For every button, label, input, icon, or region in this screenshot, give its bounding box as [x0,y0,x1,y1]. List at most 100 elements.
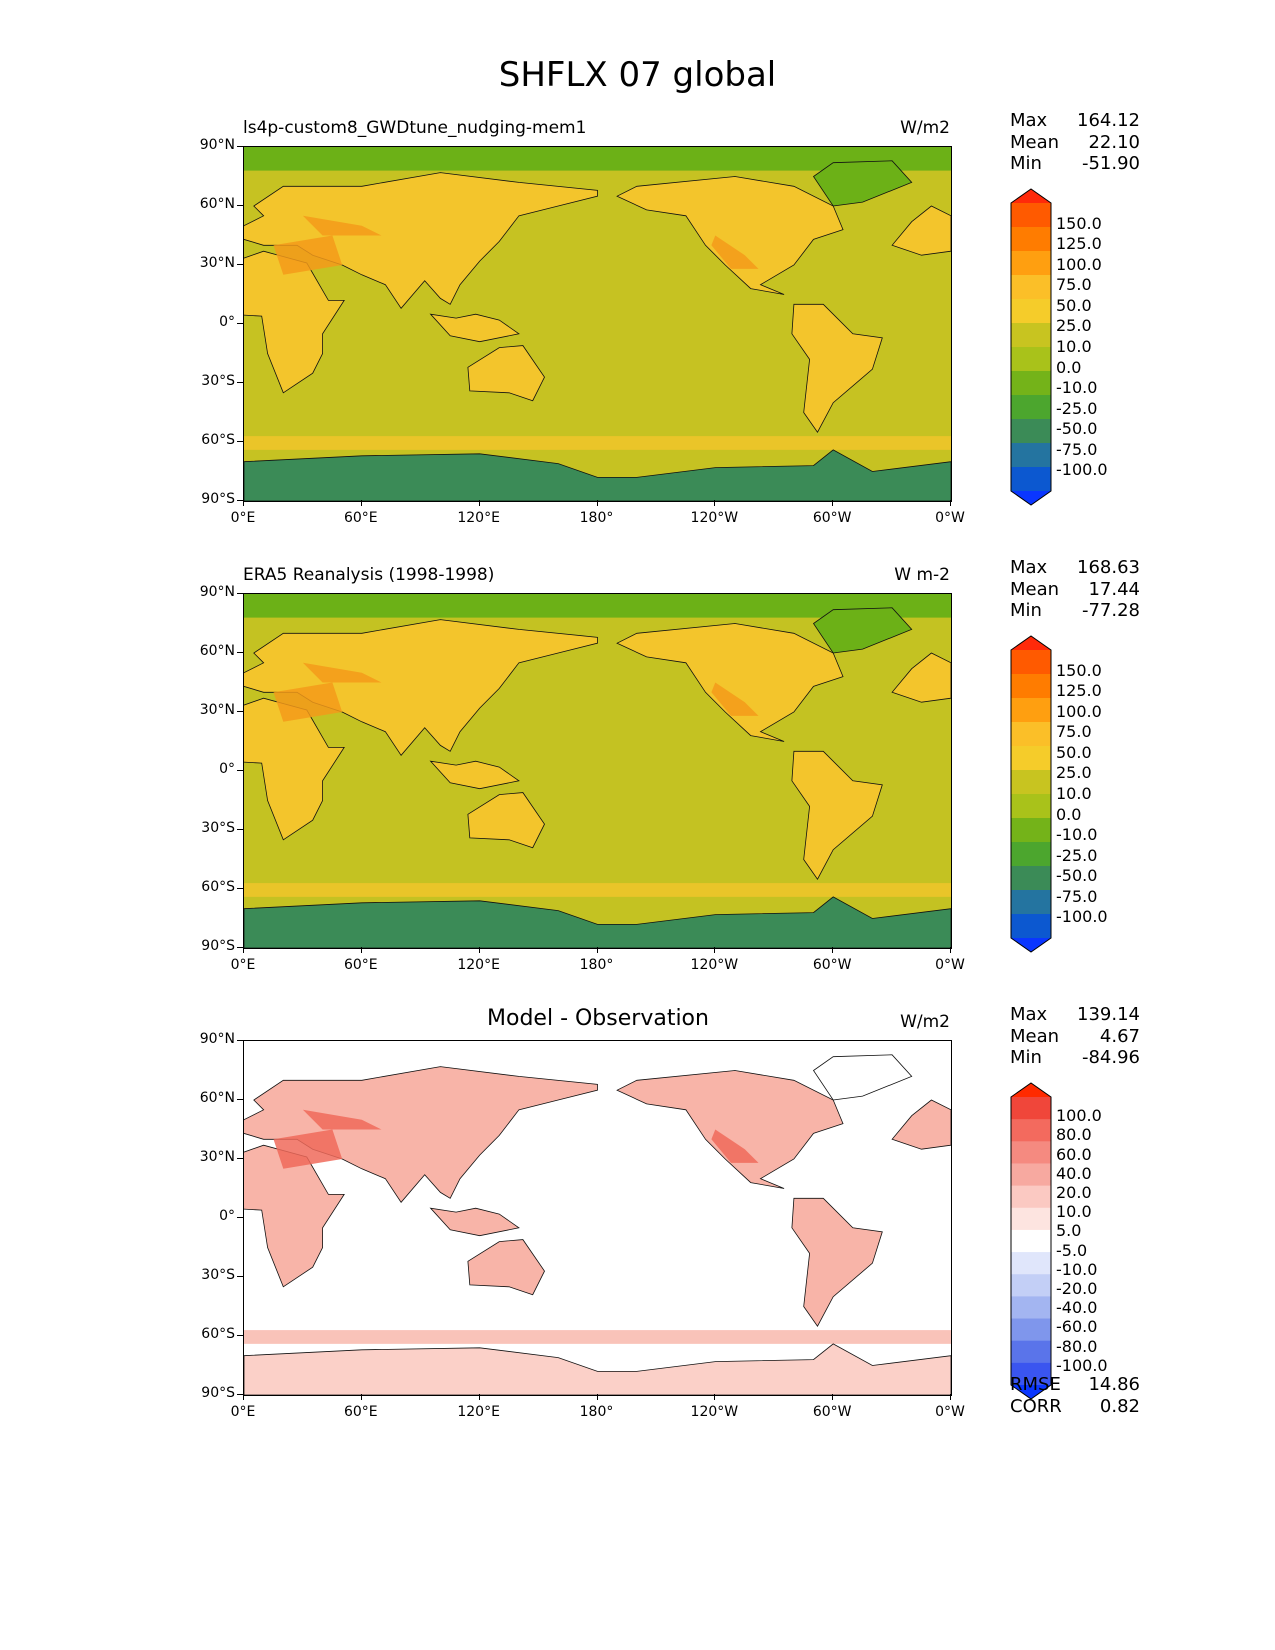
x-tick-mark [243,947,244,953]
x-tick-mark [832,500,834,506]
stat-label: CORR [1010,1395,1062,1417]
arctic-band [244,147,951,171]
stats-row: Max 164.12 [1010,110,1140,132]
map-panel [243,1040,952,1396]
colorbar-tick-label: -20.0 [1056,1279,1098,1298]
x-tick-mark [832,1394,834,1400]
x-tick-mark [714,500,716,506]
colorbar-tick-label: -25.0 [1056,845,1098,865]
colorbar-extend-bottom [1011,938,1051,952]
y-tick-label: 0° [219,314,235,330]
y-tick-mark [237,382,243,383]
y-tick-label: 90°N [199,584,235,600]
map-panel [243,146,952,502]
colorbar-tick-label: -100.0 [1056,460,1108,480]
x-tick-mark [478,500,480,506]
colorbar-tick-label: -25.0 [1056,398,1098,418]
y-tick-mark [237,205,243,206]
colorbar-segment [1011,395,1051,420]
y-tick-mark [237,1158,243,1159]
stat-value: 139.14 [1077,1004,1140,1025]
colorbar-extend-top [1011,636,1051,650]
stats-row: Min -51.90 [1010,153,1140,175]
x-tick-mark [478,947,480,953]
hotspot-region [302,1109,382,1130]
y-tick-mark [237,947,243,948]
colorbar-segment [1011,1163,1051,1187]
continent-indonesia [429,313,520,343]
colorbar-segment [1011,1119,1051,1142]
y-tick-label: 60°S [201,432,235,448]
colorbar-segment [1011,1340,1051,1364]
x-tick-mark [596,947,598,953]
x-tick-mark [596,1394,598,1400]
colorbar-extend-top [1011,189,1051,203]
colorbar-segment [1011,650,1051,675]
colorbar-segment [1011,1185,1051,1209]
x-tick-label: 180° [579,957,614,973]
panel-units: W/m2 [900,1012,950,1032]
colorbar-segment [1011,866,1051,891]
arctic-band [244,594,951,618]
colorbar-tick-label: 25.0 [1056,763,1092,783]
y-tick-label: 60°N [199,196,235,212]
y-tick-label: 0° [219,761,235,777]
stat-value: 168.63 [1077,557,1140,578]
y-tick-mark [237,500,243,501]
x-tick-label: 120°W [690,510,739,526]
continent-northAmerica [616,176,844,295]
continent-indonesia [429,760,520,790]
colorbar-tick-label: -50.0 [1056,419,1098,439]
y-tick-label: 90°N [199,137,235,153]
stat-label: Min [1010,600,1042,621]
colorbar-tick-label: 150.0 [1056,660,1102,680]
continent-indonesia [429,1207,520,1237]
colorbar-tick-label: -100.0 [1056,907,1108,927]
colorbar-tick-label: -10.0 [1056,1259,1098,1279]
stat-label: Mean [1010,131,1060,153]
colorbar-tick-label: 100.0 [1056,1106,1102,1126]
map-canvas [244,594,951,948]
x-tick-mark [714,1394,716,1400]
panel-units: W m-2 [894,565,950,585]
colorbar-tick-label: -100.0 [1056,1355,1108,1375]
y-tick-mark [237,829,243,830]
stat-label: Max [1010,110,1048,131]
stat-label: Min [1010,1047,1042,1068]
x-tick-label: 0°E [230,957,256,973]
x-tick-label: 0°W [935,510,965,526]
stat-value: 0.82 [1099,1395,1140,1417]
hotspot-region [711,682,759,716]
colorbar-tick-label: 5.0 [1056,1221,1082,1241]
colorbar-tick-label: 20.0 [1056,1183,1092,1202]
stats-row: CORR 0.82 [1010,1396,1140,1418]
colorbar-tick-label: 10.0 [1056,784,1092,803]
colorbar-segment [1011,371,1051,396]
continent-europeAsia [244,619,598,756]
x-tick-mark [360,500,362,506]
stats-row: Mean 22.10 [1010,132,1140,154]
stat-value: -77.28 [1081,600,1140,621]
y-tick-label: 90°S [201,938,235,954]
x-tick-mark [950,947,951,953]
continent-southAmerica [791,303,883,433]
continent-europeEast [891,205,951,256]
continent-europeAsia [244,172,598,309]
y-tick-label: 30°N [199,702,235,718]
y-tick-label: 90°S [201,1385,235,1401]
x-tick-label: 60°W [812,1404,852,1420]
colorbar-tick-label: 10.0 [1056,1202,1092,1222]
y-tick-mark [237,1276,243,1277]
y-tick-label: 30°N [199,255,235,271]
x-tick-label: 180° [579,510,614,526]
continent-greenland [812,160,913,207]
colorbar-tick-label: 150.0 [1056,213,1102,233]
y-tick-label: 60°N [199,643,235,659]
colorbar-segment [1011,203,1051,228]
colorbar-tick-label: 100.0 [1056,701,1102,721]
stat-value: -84.96 [1081,1047,1140,1068]
stats-block: Max 168.63 Mean 17.44 Min -77.28 [1010,557,1140,622]
y-tick-label: 0° [219,1208,235,1224]
southern-ocean-band [244,883,951,897]
map-panel [243,593,952,949]
